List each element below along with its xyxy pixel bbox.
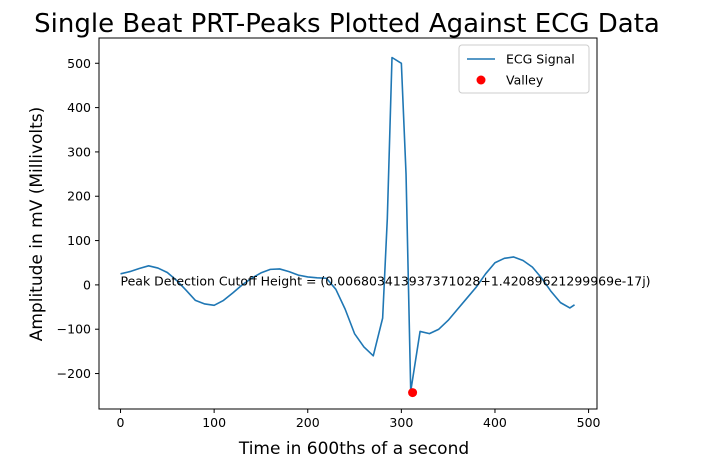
x-axis-label: Time in 600ths of a second bbox=[238, 439, 469, 459]
chart-title: Single Beat PRT-Peaks Plotted Against EC… bbox=[34, 9, 660, 39]
x-tick-label-100: 100 bbox=[202, 415, 226, 430]
plot-area: 0 100 200 300 400 500 −200 −100 0 100 200 300 400 500… bbox=[57, 37, 651, 430]
legend-box bbox=[458, 44, 590, 94]
legend-label-ecg-signal: ECG Signal bbox=[506, 52, 575, 67]
x-tick-label-200: 200 bbox=[296, 415, 320, 430]
y-tick-label-200: 200 bbox=[67, 189, 91, 204]
y-tick-label-400: 400 bbox=[67, 100, 91, 115]
y-tick-label-500: 500 bbox=[67, 56, 91, 71]
x-tick-label-0: 0 bbox=[117, 415, 125, 430]
plot-frame bbox=[98, 37, 598, 410]
y-tick-label-300: 300 bbox=[67, 144, 91, 159]
y-tick-label--100: −100 bbox=[57, 322, 91, 337]
x-tick-label-500: 500 bbox=[577, 415, 601, 430]
y-tick-label--200: −200 bbox=[57, 366, 91, 381]
x-tick-label-300: 300 bbox=[389, 415, 413, 430]
legend-swatch-valley bbox=[476, 75, 486, 85]
valley-marker bbox=[408, 388, 418, 398]
y-tick-label-0: 0 bbox=[83, 277, 91, 292]
series-line-ecg-signal bbox=[120, 56, 575, 393]
legend: ECG Signal Valley bbox=[458, 44, 590, 94]
annotation-cutoff-height: Peak Detection Cutoff Height = (0.006803… bbox=[121, 273, 651, 288]
y-tick-label-100: 100 bbox=[67, 233, 91, 248]
y-axis-label: Amplitude in mV (Millivolts) bbox=[27, 107, 47, 342]
legend-label-valley: Valley bbox=[506, 73, 544, 88]
x-tick-label-400: 400 bbox=[483, 415, 507, 430]
